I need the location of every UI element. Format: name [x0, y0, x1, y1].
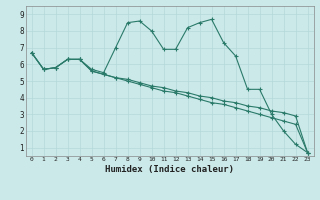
X-axis label: Humidex (Indice chaleur): Humidex (Indice chaleur) [105, 165, 234, 174]
